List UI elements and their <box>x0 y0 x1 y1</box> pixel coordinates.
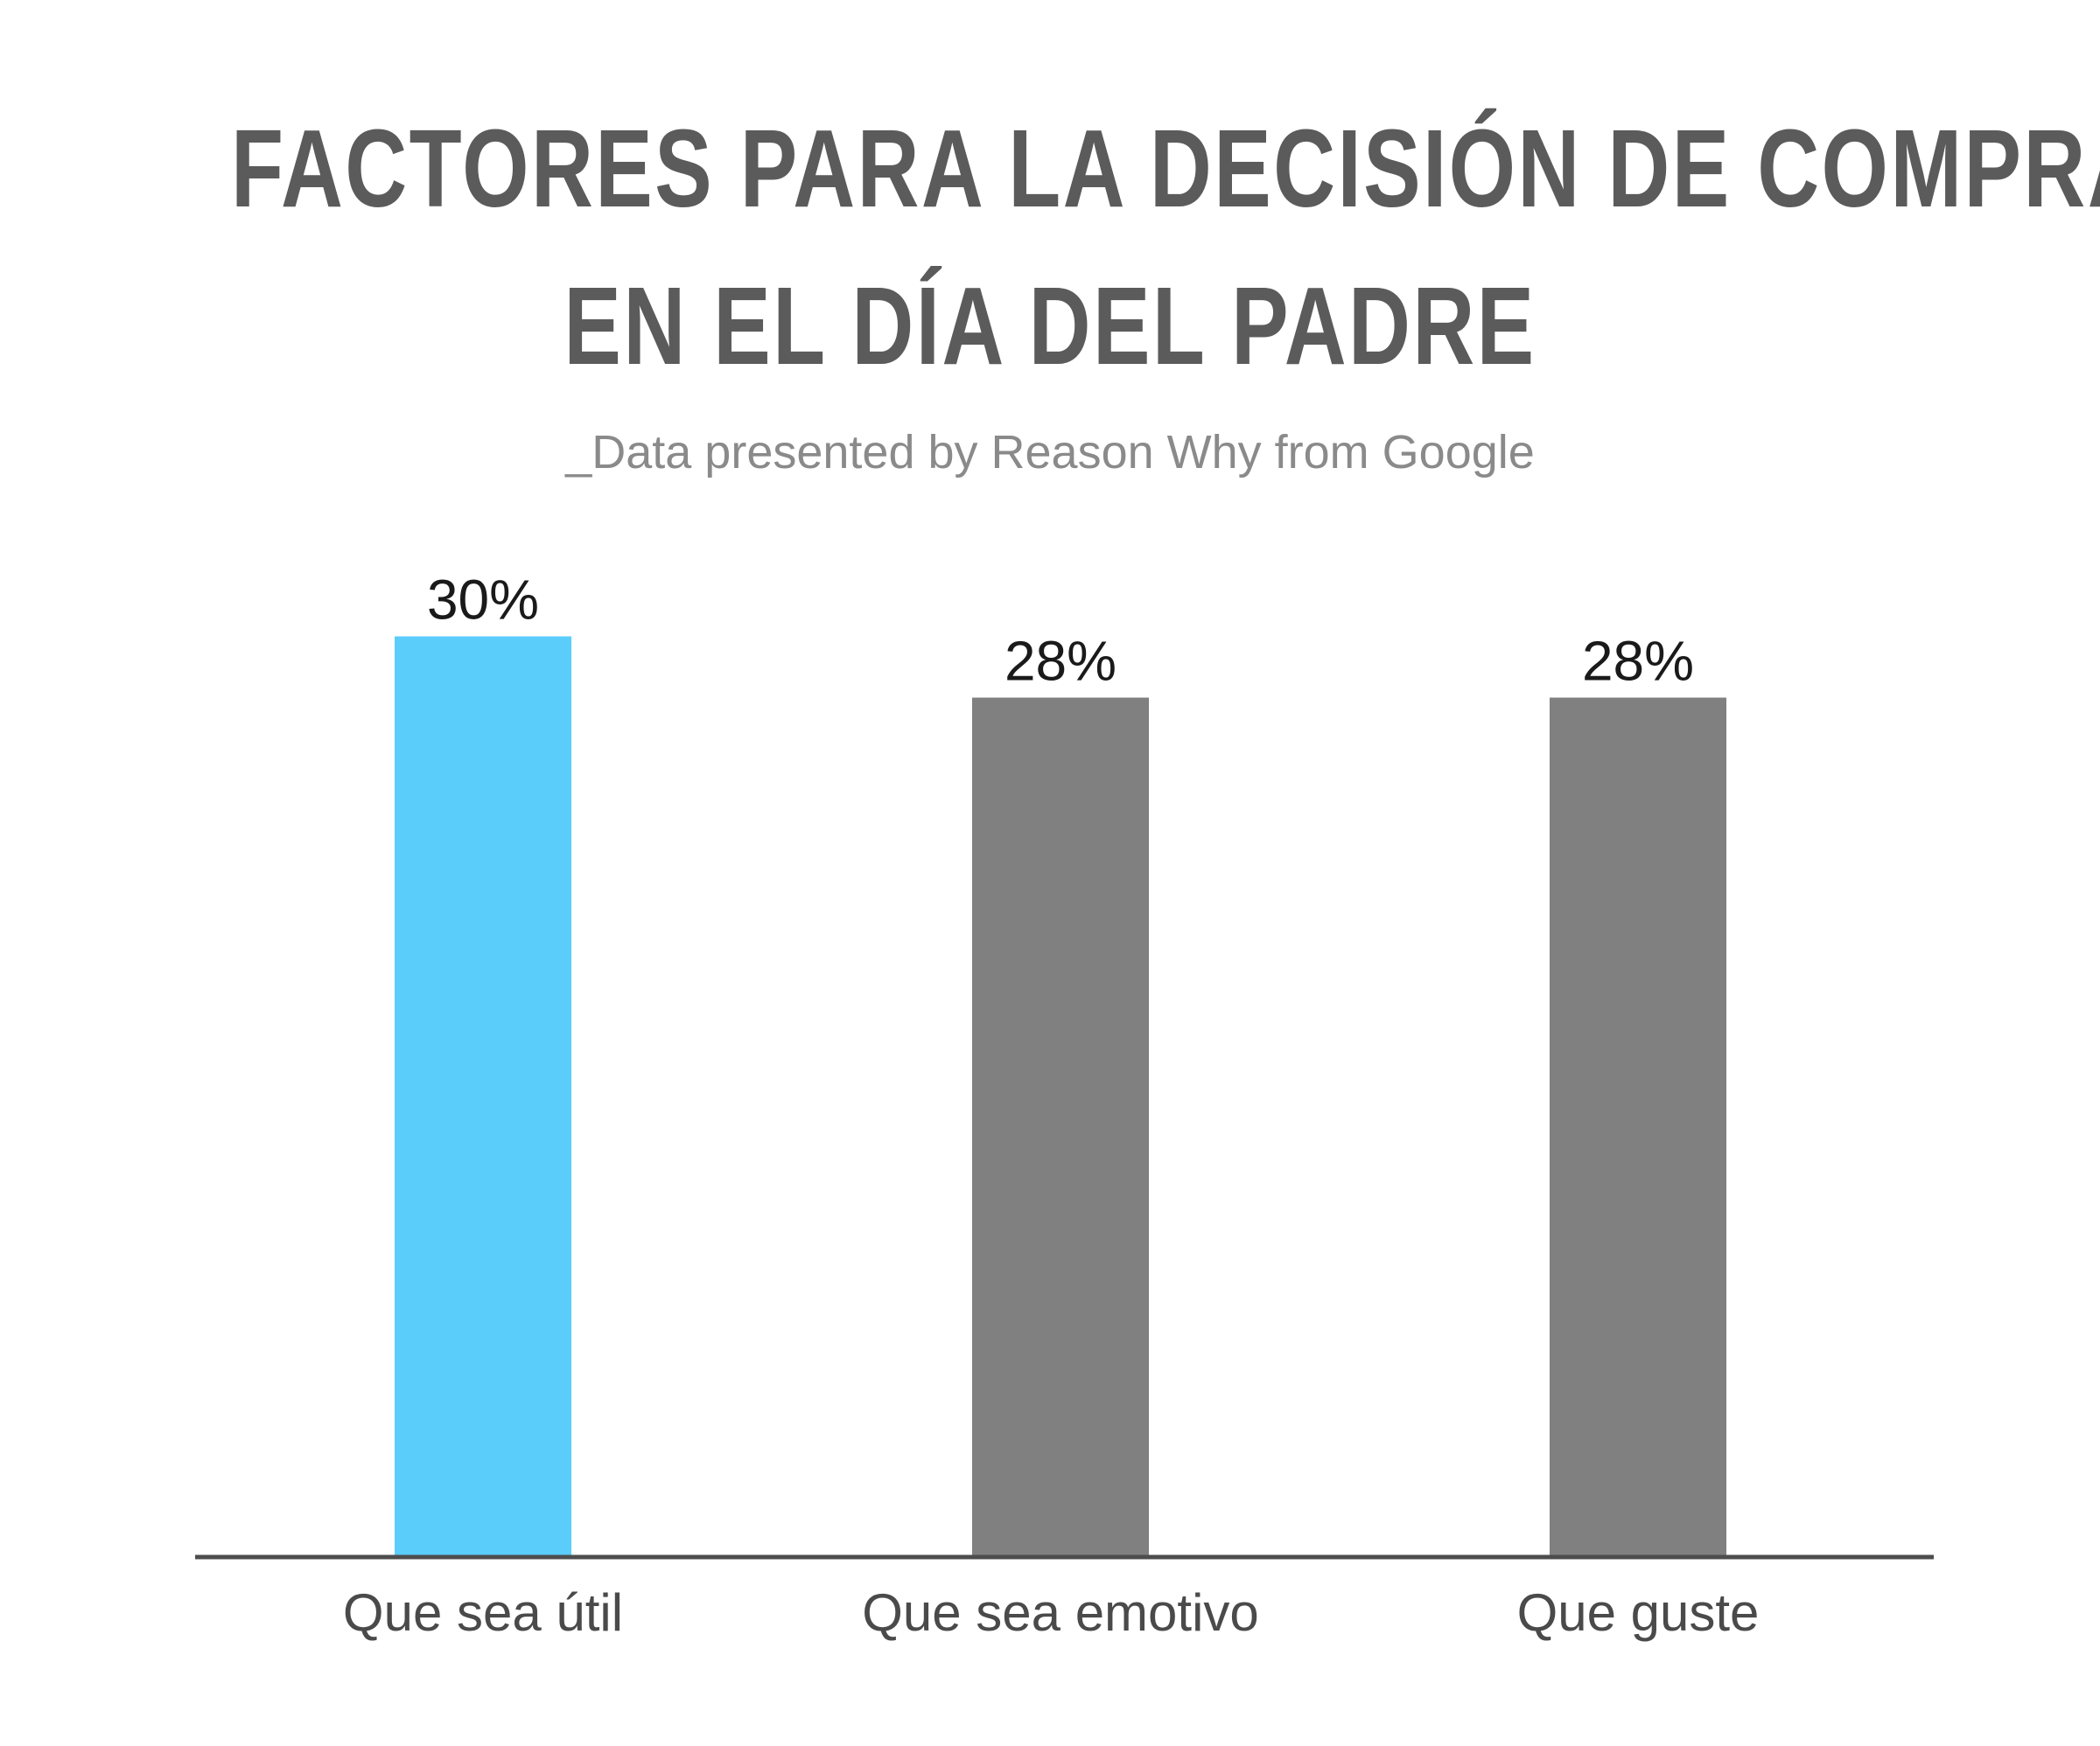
chart-subtitle: _Data presented by Reason Why from Googl… <box>565 426 1535 478</box>
value-label-2: 28% <box>1582 630 1694 693</box>
chart-title-line-2: EN EL DÍA DEL PADRE <box>564 264 1536 388</box>
bar-0 <box>395 636 571 1556</box>
bar-1 <box>972 697 1149 1555</box>
bar-2 <box>1550 697 1726 1555</box>
category-labels-group: Que sea útil Que sea emotivo Que guste <box>343 1583 1760 1642</box>
bars-group <box>395 636 1726 1556</box>
chart-title-line-1: FACTORES PARA LA DECISIÓN DE COMPRA <box>231 107 2100 230</box>
value-label-0: 30% <box>427 568 539 631</box>
category-label-1: Que sea emotivo <box>862 1583 1259 1642</box>
category-label-0: Que sea útil <box>343 1583 623 1642</box>
value-labels-group: 30% 28% 28% <box>427 568 1694 692</box>
value-label-1: 28% <box>1004 630 1116 693</box>
category-label-2: Que guste <box>1517 1583 1760 1642</box>
